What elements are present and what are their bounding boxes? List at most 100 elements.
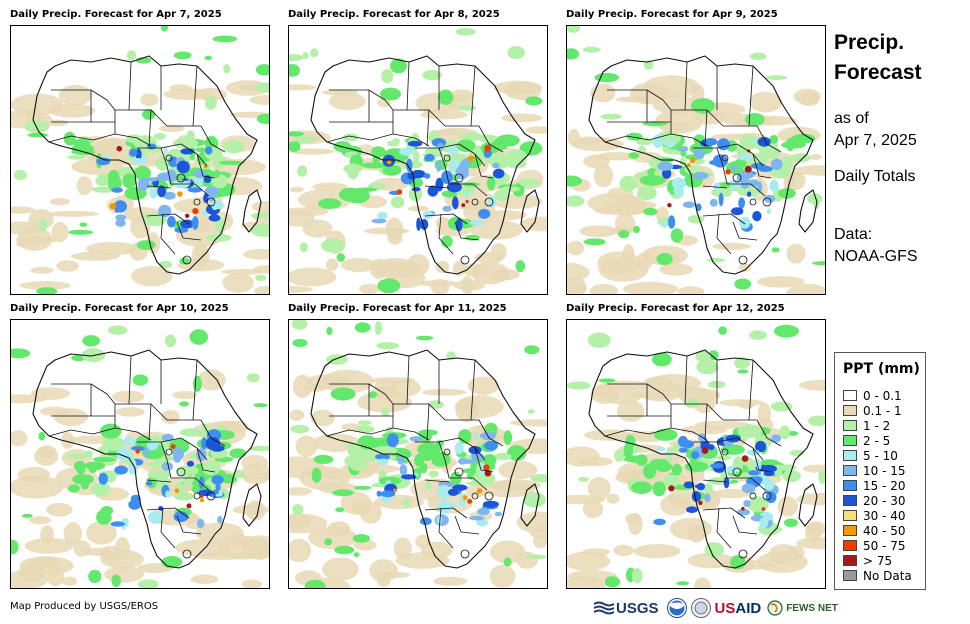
precip-patch-green	[734, 158, 747, 169]
precip-patch-green	[354, 187, 378, 192]
madagascar-outline	[798, 189, 818, 233]
precip-patch-green	[122, 173, 136, 189]
country-border	[732, 515, 758, 535]
precip-patch-green	[633, 225, 640, 234]
lake-outline	[193, 492, 201, 500]
precip-patch-green	[342, 133, 359, 142]
precip-patch-green	[718, 326, 727, 335]
panel-title: Daily Precip. Forecast for Apr 7, 2025	[10, 9, 222, 20]
precip-patch-light	[241, 579, 263, 588]
country-border	[326, 133, 394, 143]
precip-patch-green	[654, 461, 673, 472]
precip-cell-intense	[462, 495, 468, 500]
precip-patch-heavy	[416, 217, 421, 231]
legend-swatch	[843, 390, 857, 401]
precip-patch-light	[131, 266, 173, 287]
precip-patch-heavy	[198, 489, 214, 497]
country-border	[684, 61, 688, 111]
country-border	[148, 403, 152, 441]
legend-swatch	[843, 405, 857, 416]
precip-patch-light	[377, 98, 391, 108]
precip-patch-green	[708, 350, 719, 361]
precip-patch-green	[456, 139, 476, 153]
madagascar-outline	[242, 189, 262, 233]
lake-outline	[460, 255, 470, 265]
precip-patch-heavy	[196, 448, 207, 462]
precip-patch-light	[625, 513, 640, 524]
country-border	[114, 427, 152, 441]
country-border	[716, 147, 728, 185]
lake-outline	[721, 154, 729, 162]
precip-patch-heavy	[741, 483, 756, 494]
precip-patch-green	[583, 238, 606, 246]
legend-swatch	[843, 540, 857, 551]
precip-patch-light	[222, 272, 254, 293]
precip-patch-light	[453, 279, 486, 291]
precip-patch-green	[524, 345, 540, 355]
precip-patch-light	[325, 258, 339, 272]
precip-patch-light	[489, 540, 526, 564]
precip-patch-green	[179, 401, 190, 407]
precip-cell-intense	[467, 155, 475, 162]
country-border	[732, 221, 758, 241]
precip-patch-light	[340, 257, 378, 273]
precip-patch-green	[134, 165, 151, 181]
precip-patch-heavy	[448, 502, 456, 509]
precip-patch-green	[684, 165, 700, 174]
precip-patch-light	[390, 379, 421, 397]
legend-item: 50 - 75	[843, 538, 912, 553]
lake-outline	[471, 492, 479, 500]
lake-outline	[454, 467, 464, 477]
precip-patch-green	[218, 160, 245, 165]
precip-patch-light	[70, 251, 120, 261]
precip-patch-green	[332, 489, 354, 497]
lake-outline	[732, 467, 742, 477]
precip-patch-light	[373, 258, 418, 279]
precip-patch-green	[179, 428, 204, 437]
legend-item: > 75	[843, 553, 912, 568]
precip-patch-green	[290, 424, 309, 434]
precip-patch-green	[680, 150, 687, 157]
legend-label: 40 - 50	[863, 523, 906, 538]
precip-patch-heavy	[484, 440, 498, 451]
globe-icon	[767, 600, 783, 616]
precip-patch-green	[304, 579, 326, 588]
coastline	[588, 55, 814, 275]
country-border	[146, 213, 190, 225]
precip-patch-green	[126, 50, 137, 61]
logo-strip: USGS USAID FEWS NET	[594, 596, 838, 620]
precip-patch-heavy	[409, 436, 423, 442]
precip-cell-intense	[109, 202, 116, 210]
precip-patch-heavy	[458, 457, 468, 465]
country-border	[128, 61, 132, 111]
precip-patch-light	[289, 285, 313, 293]
precip-patch-green	[27, 132, 48, 138]
precip-patch-light	[254, 286, 269, 294]
precip-patch-green	[518, 178, 540, 188]
country-border	[424, 213, 468, 225]
precip-patch-light	[289, 487, 312, 496]
country-border	[171, 477, 210, 491]
precip-patch-green	[706, 258, 726, 263]
precip-patch-light	[488, 268, 520, 281]
precip-patch-green	[147, 470, 171, 480]
precip-patch-light	[582, 500, 604, 519]
legend-swatch	[843, 450, 857, 461]
data-source: NOAA-GFS	[834, 248, 918, 265]
coastline	[32, 55, 258, 275]
precip-patch-light	[681, 425, 728, 435]
precip-patch-green	[250, 223, 269, 237]
precip-patch-green	[720, 444, 745, 455]
precip-patch-light	[786, 243, 806, 264]
precip-patch-green	[137, 579, 159, 588]
precip-patch-heavy	[157, 185, 167, 198]
precip-patch-heavy	[436, 160, 442, 172]
precip-patch-green	[179, 257, 190, 265]
lake-outline	[484, 491, 494, 501]
precip-patch-heavy	[469, 515, 485, 521]
country-border	[604, 427, 672, 437]
legend-item: 20 - 30	[843, 493, 912, 508]
title-line-2: Forecast	[834, 61, 922, 84]
precip-patch-green	[734, 278, 752, 290]
precip-patch-green	[567, 48, 580, 60]
